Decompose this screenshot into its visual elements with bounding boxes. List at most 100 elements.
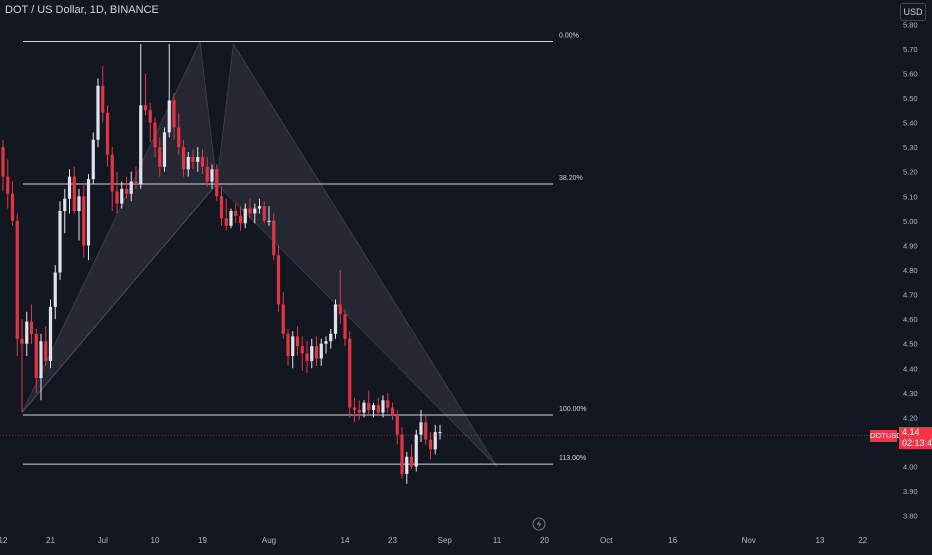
candle-down[interactable] — [110, 147, 114, 212]
candle-up[interactable] — [324, 336, 328, 354]
candle-down[interactable] — [6, 159, 10, 209]
candle-up[interactable] — [67, 169, 72, 214]
candle-down[interactable] — [305, 341, 309, 374]
candle-down[interactable] — [428, 432, 433, 460]
candle-down[interactable] — [409, 444, 414, 470]
candle-up[interactable] — [58, 201, 62, 280]
candle-down[interactable] — [148, 102, 152, 143]
candle-down[interactable] — [238, 206, 243, 231]
candle-up[interactable] — [86, 174, 91, 261]
candle-down[interactable] — [29, 304, 34, 344]
candle-down[interactable] — [357, 400, 361, 420]
candle-up[interactable] — [186, 152, 190, 177]
candle-down[interactable] — [400, 427, 404, 479]
candle-up[interactable] — [129, 171, 133, 202]
candle-up[interactable] — [381, 395, 385, 418]
currency-button[interactable]: USD — [900, 3, 926, 21]
candle-up[interactable] — [229, 208, 233, 229]
candle-down[interactable] — [82, 184, 86, 258]
candle-up[interactable] — [63, 188, 67, 234]
candle-up[interactable] — [371, 402, 376, 418]
candle-up[interactable] — [438, 424, 442, 440]
candle-down[interactable] — [143, 73, 148, 116]
candle-down[interactable] — [15, 213, 19, 356]
candle-down[interactable] — [34, 328, 38, 393]
candle-up[interactable] — [243, 203, 247, 229]
candle-down[interactable] — [343, 309, 347, 347]
candle-down[interactable] — [205, 156, 209, 187]
candle-up[interactable] — [433, 424, 437, 455]
candle-body — [428, 439, 433, 450]
candle-down[interactable] — [101, 66, 105, 123]
candle-down[interactable] — [348, 331, 352, 418]
candle-up[interactable] — [25, 311, 29, 356]
candle-down[interactable] — [300, 336, 304, 371]
candle-up[interactable] — [291, 331, 295, 369]
x-tick-label: 11 — [493, 536, 502, 545]
candle-down[interactable] — [10, 181, 15, 226]
candle-up[interactable] — [120, 181, 124, 209]
candle-down[interactable] — [124, 176, 129, 199]
candle-down[interactable] — [386, 392, 390, 413]
candle-down[interactable] — [200, 149, 205, 175]
candle-down[interactable] — [276, 245, 281, 312]
candle-down[interactable] — [20, 319, 24, 413]
candle-body — [86, 179, 91, 246]
candle-down[interactable] — [181, 139, 186, 177]
candle-down[interactable] — [153, 117, 157, 157]
candle-up[interactable] — [253, 203, 257, 224]
candle-down[interactable] — [248, 198, 252, 219]
candle-up[interactable] — [319, 338, 323, 366]
candle-down[interactable] — [286, 328, 290, 366]
candle-up[interactable] — [91, 132, 95, 184]
candle-down[interactable] — [272, 213, 276, 261]
candle-up[interactable] — [329, 328, 333, 349]
candle-down[interactable] — [115, 171, 119, 214]
candle-down[interactable] — [215, 164, 219, 202]
candle-up[interactable] — [196, 147, 200, 172]
bolt-icon[interactable] — [532, 517, 546, 531]
candle-up[interactable] — [77, 188, 81, 241]
candle-up[interactable] — [419, 410, 423, 442]
candle-down[interactable] — [281, 292, 285, 339]
candle-down[interactable] — [191, 149, 195, 170]
candle-up[interactable] — [405, 451, 409, 484]
candle-down[interactable] — [376, 397, 380, 415]
candle-up[interactable] — [414, 429, 418, 472]
candle-down[interactable] — [395, 410, 399, 445]
candle-up[interactable] — [139, 43, 143, 189]
candle-up[interactable] — [310, 338, 314, 369]
candle-up[interactable] — [48, 299, 53, 369]
candle-down[interactable] — [72, 166, 76, 214]
candle-down[interactable] — [1, 139, 5, 192]
candle-up[interactable] — [210, 164, 214, 189]
candle-up[interactable] — [96, 78, 100, 148]
candle-up[interactable] — [167, 43, 171, 138]
candle-up[interactable] — [53, 265, 57, 320]
candle-down[interactable] — [158, 137, 162, 177]
candle-down[interactable] — [424, 414, 428, 445]
candle-down[interactable] — [295, 326, 300, 356]
candle-up[interactable] — [162, 127, 167, 172]
candle-up[interactable] — [39, 333, 43, 401]
candle-down[interactable] — [177, 112, 181, 155]
candle-down[interactable] — [105, 105, 110, 167]
candle-down[interactable] — [172, 93, 176, 140]
candle-down[interactable] — [352, 397, 357, 423]
candle-up[interactable] — [257, 198, 262, 214]
candle-down[interactable] — [219, 186, 224, 226]
candle-down[interactable] — [44, 326, 48, 366]
candle-down[interactable] — [224, 198, 228, 231]
candle-down[interactable] — [134, 166, 138, 189]
candle-down[interactable] — [314, 336, 319, 366]
candle-down[interactable] — [367, 390, 371, 415]
candle-down[interactable] — [338, 270, 342, 325]
candle-up[interactable] — [362, 400, 366, 418]
candle-down[interactable] — [262, 201, 266, 224]
candle-down[interactable] — [390, 402, 395, 420]
candle-up[interactable] — [267, 206, 271, 226]
candle-down[interactable] — [234, 203, 238, 224]
candle-up[interactable] — [333, 299, 338, 339]
